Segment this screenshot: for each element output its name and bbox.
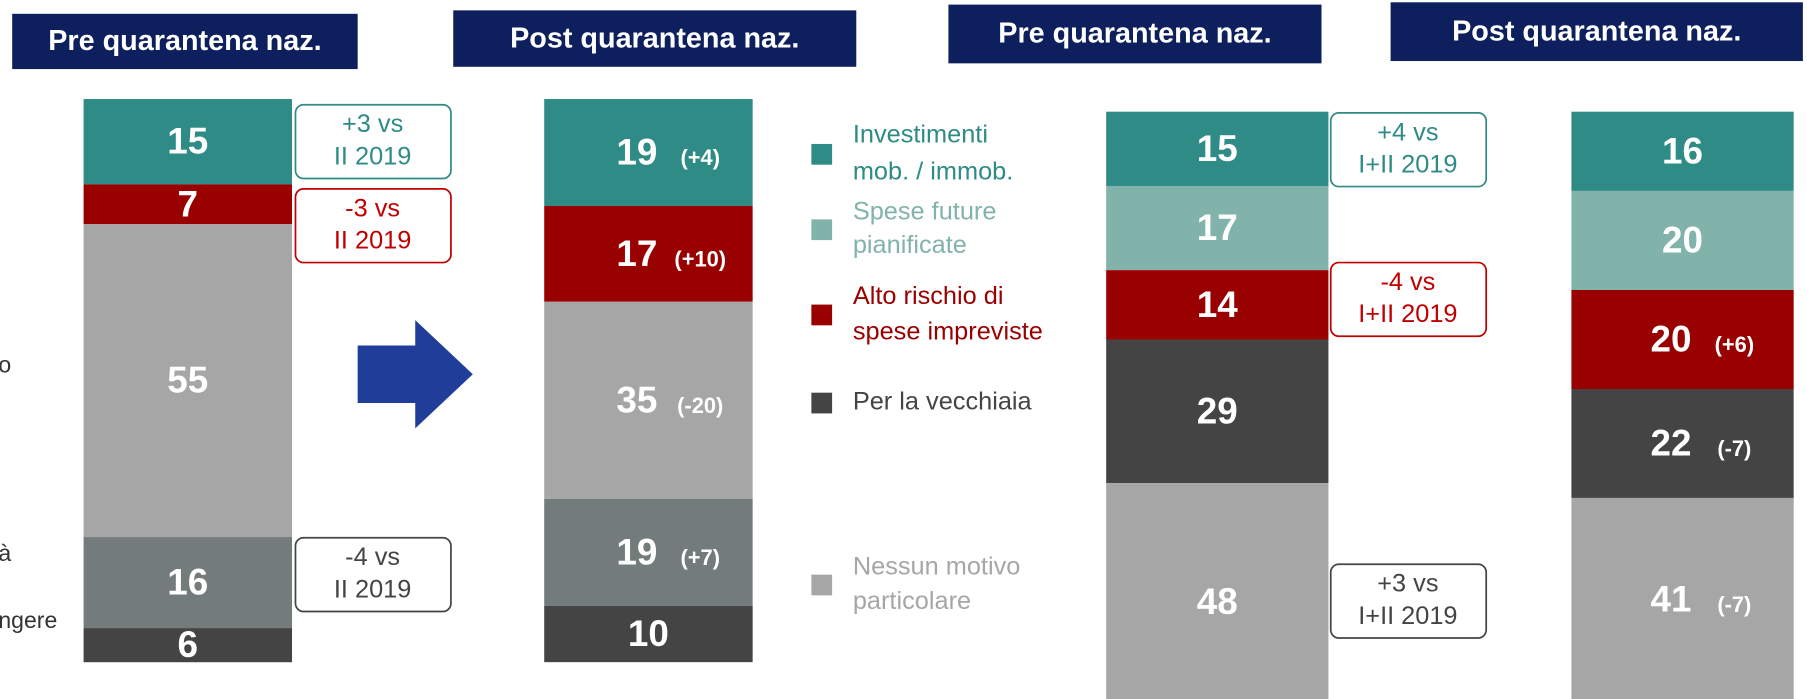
bar-segment bbox=[83, 537, 293, 629]
note-text: I+II 2019 bbox=[1358, 151, 1457, 179]
value-label: 35 bbox=[616, 379, 657, 420]
value-label: 19 bbox=[616, 132, 657, 173]
legend-swatch bbox=[811, 304, 833, 326]
note-text: II 2019 bbox=[334, 142, 411, 170]
legend-label: Investimenti bbox=[853, 121, 988, 149]
note-box bbox=[294, 103, 452, 180]
legend-label: Nessun motivo bbox=[853, 552, 1021, 580]
arrow bbox=[357, 320, 473, 429]
bar-segment bbox=[544, 99, 753, 207]
title-box bbox=[948, 4, 1322, 64]
note-box bbox=[294, 536, 452, 613]
note-text: I+II 2019 bbox=[1358, 300, 1457, 328]
title-box bbox=[1390, 2, 1803, 62]
delta-label: (-20) bbox=[677, 393, 723, 418]
bar-segment bbox=[544, 498, 753, 606]
legend-label: Spese future bbox=[853, 198, 997, 226]
bar-segment bbox=[1106, 185, 1329, 271]
note-text: -3 vs bbox=[345, 194, 400, 222]
value-label: 19 bbox=[616, 531, 657, 572]
delta-label: (+4) bbox=[681, 145, 720, 170]
note-box bbox=[1329, 563, 1488, 639]
note-text: I+II 2019 bbox=[1358, 602, 1457, 630]
value-label: 29 bbox=[1197, 390, 1238, 431]
value-label: 6 bbox=[178, 624, 199, 665]
chart-title: Post quarantena naz. bbox=[510, 22, 799, 54]
title-box bbox=[12, 13, 358, 70]
chart-title: Post quarantena naz. bbox=[1452, 15, 1741, 47]
delta-label: (+10) bbox=[674, 247, 726, 272]
cut-label: à bbox=[0, 540, 11, 566]
value-label: 14 bbox=[1197, 284, 1238, 325]
note-text: +3 vs bbox=[1377, 570, 1438, 598]
legend-swatch bbox=[811, 219, 833, 241]
note-text: II 2019 bbox=[334, 227, 411, 255]
bar-segment bbox=[1106, 483, 1329, 699]
legend-swatch bbox=[811, 574, 833, 596]
legend-label: Per la vecchiaia bbox=[853, 388, 1033, 416]
bar-segment bbox=[544, 206, 753, 302]
note-text: -4 vs bbox=[345, 543, 400, 571]
bar-segment bbox=[83, 99, 293, 185]
value-label: 17 bbox=[1197, 207, 1238, 248]
value-label: 7 bbox=[178, 183, 199, 224]
bar-segment bbox=[1106, 111, 1329, 186]
legend-label: spese impreviste bbox=[853, 317, 1043, 345]
bar-segment bbox=[83, 628, 293, 663]
bar-segment bbox=[83, 224, 293, 538]
value-label: 22 bbox=[1651, 423, 1692, 464]
value-label: 55 bbox=[167, 360, 208, 401]
bar-segment bbox=[544, 301, 753, 499]
note-box bbox=[294, 187, 452, 264]
note-text: -4 vs bbox=[1380, 268, 1435, 296]
note-text: II 2019 bbox=[334, 575, 411, 603]
value-label: 16 bbox=[1662, 130, 1703, 171]
note-text: +3 vs bbox=[342, 110, 403, 138]
bar-segment bbox=[1571, 497, 1794, 699]
note-text: +4 vs bbox=[1377, 118, 1438, 146]
value-label: 15 bbox=[167, 121, 208, 162]
delta-label: (-7) bbox=[1717, 436, 1751, 461]
bar-segment bbox=[1106, 270, 1329, 340]
chart-title: Pre quarantena naz. bbox=[998, 18, 1271, 50]
delta-label: (+7) bbox=[681, 545, 720, 570]
bar-segment bbox=[1571, 388, 1794, 498]
delta-label: (-7) bbox=[1717, 592, 1751, 617]
bar-segment bbox=[1571, 190, 1794, 290]
value-label: 16 bbox=[167, 562, 208, 603]
cut-label: o bbox=[0, 351, 11, 377]
legend-label: Alto rischio di bbox=[853, 282, 1004, 310]
delta-label: (+6) bbox=[1715, 332, 1754, 357]
legend-label: mob. / immob. bbox=[853, 157, 1013, 185]
value-label: 41 bbox=[1651, 578, 1692, 619]
legend-label: particolare bbox=[853, 587, 971, 615]
bar-segment bbox=[1571, 289, 1794, 389]
bar-segment bbox=[1106, 339, 1329, 484]
bar-segment bbox=[1571, 111, 1794, 191]
value-label: 15 bbox=[1197, 128, 1238, 169]
legend-swatch bbox=[811, 143, 833, 165]
value-label: 10 bbox=[628, 613, 669, 654]
cut-label: ngere bbox=[0, 607, 57, 633]
chart-title: Pre quarantena naz. bbox=[48, 25, 321, 57]
bar-segment bbox=[83, 184, 293, 225]
value-label: 48 bbox=[1197, 581, 1238, 622]
bar-segment bbox=[544, 605, 753, 663]
value-label: 17 bbox=[616, 233, 657, 274]
legend-label: pianificate bbox=[853, 231, 967, 259]
value-label: 20 bbox=[1651, 319, 1692, 360]
note-box bbox=[1329, 261, 1488, 338]
title-box bbox=[453, 10, 857, 67]
legend-swatch bbox=[811, 392, 833, 414]
value-label: 20 bbox=[1662, 219, 1703, 260]
note-box bbox=[1329, 111, 1488, 188]
